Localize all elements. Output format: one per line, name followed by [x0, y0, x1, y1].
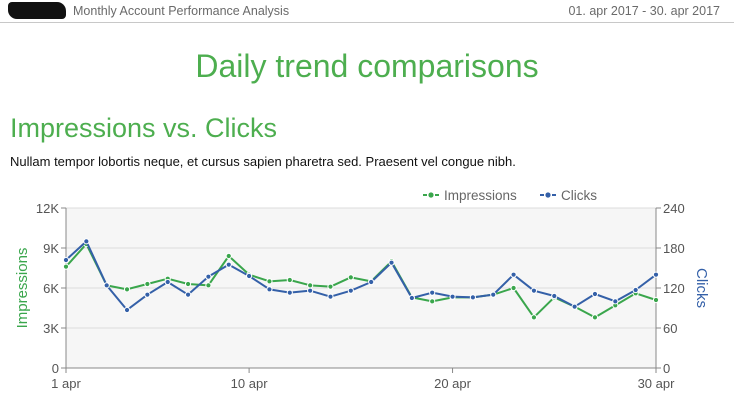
impressions-point: [266, 278, 273, 285]
impressions-point: [123, 286, 131, 293]
legend-label: Impressions: [444, 188, 517, 203]
clicks-point: [123, 306, 131, 314]
clicks-point: [205, 273, 212, 280]
impressions-point: [510, 284, 517, 292]
y-axis-title-right: Clicks: [693, 268, 710, 308]
clicks-point: [307, 287, 314, 294]
impressions-point: [62, 263, 70, 270]
y-tick-label-right: 240: [663, 201, 685, 216]
clicks-point: [571, 303, 578, 310]
impressions-point: [144, 280, 151, 288]
clicks-point: [225, 261, 232, 268]
y-tick-label-right: 120: [663, 281, 685, 296]
clicks-point: [449, 293, 456, 300]
x-tick-label: 1 apr: [51, 376, 81, 391]
impressions-point: [652, 296, 660, 304]
clicks-point: [469, 294, 476, 301]
clicks-point: [246, 272, 253, 280]
x-tick-label: 10 apr: [231, 376, 269, 391]
clicks-point: [591, 290, 599, 298]
y-axis-title-left: Impressions: [14, 248, 31, 329]
clicks-point: [490, 291, 497, 298]
clicks-point: [408, 294, 415, 302]
impressions-point: [347, 274, 354, 281]
y-tick-label-left: 3K: [43, 321, 59, 336]
impressions-point: [286, 276, 293, 284]
clicks-point: [612, 298, 619, 305]
impressions-point: [327, 283, 334, 290]
header-bar: Monthly Account Performance Analysis 01.…: [0, 0, 734, 23]
impressions-point: [225, 252, 232, 260]
clicks-point: [652, 271, 660, 278]
legend-swatch-marker: [428, 192, 434, 198]
y-tick-label-right: 60: [663, 321, 677, 336]
clicks-point: [551, 292, 558, 300]
impressions-point: [307, 282, 314, 289]
legend-label: Clicks: [561, 188, 597, 203]
clicks-point: [286, 289, 293, 296]
clicks-point: [388, 259, 395, 266]
y-tick-label-left: 9K: [43, 241, 59, 256]
clicks-point: [429, 289, 436, 296]
page-title: Daily trend comparisons: [195, 48, 539, 84]
y-tick-label-right: 180: [663, 241, 685, 256]
y-tick-label-left: 0: [52, 361, 59, 376]
section-description: Nullam tempor lobortis neque, et cursus …: [10, 154, 516, 169]
y-tick-label-right: 0: [663, 361, 670, 376]
x-tick-label: 30 apr: [638, 376, 676, 391]
clicks-point: [327, 293, 334, 300]
impressions-point: [429, 298, 436, 305]
clicks-point: [83, 238, 90, 245]
clicks-line: [65, 240, 657, 311]
clicks-point: [144, 291, 151, 298]
clicks-point: [164, 278, 171, 286]
impressions-point: [205, 282, 212, 289]
clicks-point: [184, 291, 192, 298]
legend-swatch-marker: [545, 192, 551, 198]
impressions-clicks-chart: 0 3K 6K 9K 12K 0 60 120 180 240 1 apr 10 apr 20 apr 3…: [14, 188, 710, 391]
clicks-point: [510, 271, 517, 278]
clicks-point: [368, 278, 375, 286]
impressions-point: [184, 280, 192, 288]
section-title: Impressions vs. Clicks: [10, 113, 278, 143]
clicks-point: [62, 256, 70, 264]
impressions-point: [530, 314, 538, 321]
clicks-point: [530, 287, 538, 294]
y-tick-label-left: 6K: [43, 281, 59, 296]
y-tick-label-left: 12K: [36, 201, 59, 216]
clicks-point: [347, 287, 354, 294]
impressions-point: [591, 314, 599, 321]
date-range: 01. apr 2017 - 30. apr 2017: [568, 4, 720, 18]
clicks-point: [103, 282, 110, 289]
clicks-point: [266, 286, 273, 293]
logo: [8, 2, 66, 19]
legend-item-clicks: Clicks: [540, 188, 597, 203]
legend-item-impressions: Impressions: [423, 188, 517, 203]
clicks-point: [632, 286, 639, 294]
report-title: Monthly Account Performance Analysis: [73, 4, 290, 18]
x-tick-label: 20 apr: [434, 376, 472, 391]
